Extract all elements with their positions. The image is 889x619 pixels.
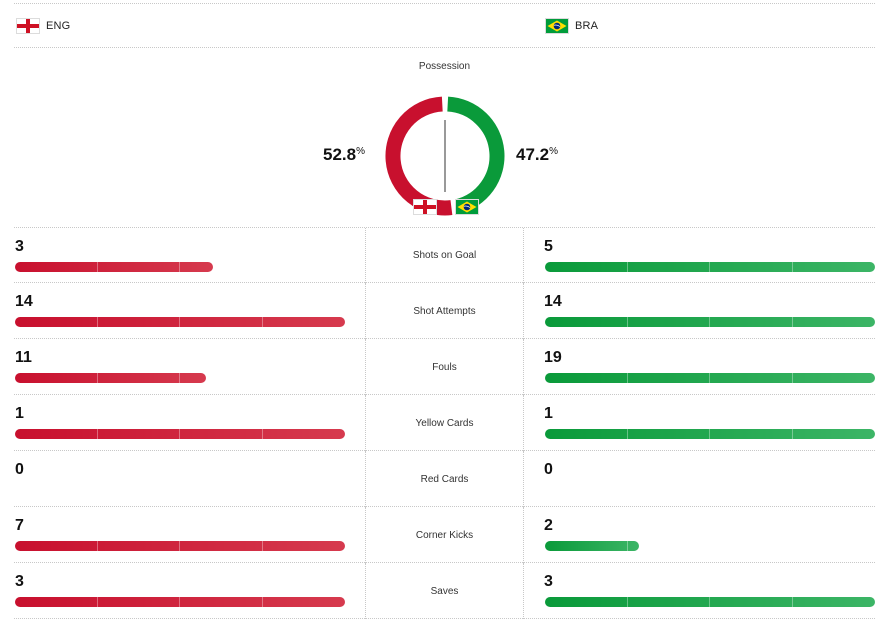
stat-away-bar [545, 373, 875, 383]
bar-segment-divider [179, 541, 180, 551]
bar-segment-divider [792, 262, 793, 272]
possession-home-value: 52.8% [323, 145, 365, 164]
bar-segment-divider [179, 429, 180, 439]
bar-segment-divider [709, 597, 710, 607]
stat-row: 0 Red Cards 0 [14, 451, 875, 507]
bar-segment-divider [262, 429, 263, 439]
stat-away-bar [545, 541, 639, 551]
stat-label: Corner Kicks [415, 529, 474, 541]
stat-home-value: 0 [15, 461, 24, 478]
bar-segment-divider [179, 262, 180, 272]
bar-segment-divider [262, 541, 263, 551]
possession-away-arc [447, 96, 505, 214]
stat-label-cell: Red Cards [365, 451, 524, 507]
stat-home-value: 11 [15, 349, 32, 366]
stat-away-value: 14 [544, 293, 562, 310]
bar-segment-divider [97, 597, 98, 607]
team-home-abbr: ENG [46, 20, 71, 32]
stat-row: 3 Saves 3 [14, 563, 875, 619]
england-flag-icon [16, 18, 40, 34]
brazil-flag-icon [455, 199, 479, 215]
stat-label-cell: Corner Kicks [365, 507, 524, 563]
stat-home-value: 7 [15, 517, 24, 534]
stat-home-bar [15, 262, 213, 272]
stat-label-cell: Shots on Goal [365, 228, 524, 283]
bar-segment-divider [709, 317, 710, 327]
bar-segment-divider [709, 262, 710, 272]
bar-segment-divider [262, 597, 263, 607]
stats-table: 3 Shots on Goal 5 14 Shot Attempts 14 11 Fouls 1… [14, 227, 875, 619]
stat-label-cell: Saves [365, 563, 524, 619]
bar-segment-divider [179, 373, 180, 383]
stat-away-bar [545, 262, 875, 272]
england-flag-icon [413, 199, 437, 215]
bar-segment-divider [627, 262, 628, 272]
stat-row: 1 Yellow Cards 1 [14, 395, 875, 451]
stat-home-value: 1 [15, 405, 24, 422]
stat-row: 7 Corner Kicks 2 [14, 507, 875, 563]
bar-segment-divider [627, 541, 628, 551]
brazil-flag-icon [545, 18, 569, 34]
possession-home-arc [385, 96, 453, 216]
stat-away-bar [545, 429, 875, 439]
bar-segment-divider [97, 541, 98, 551]
stat-away-value: 0 [544, 461, 553, 478]
stat-label-cell: Fouls [365, 339, 524, 395]
bar-segment-divider [792, 429, 793, 439]
bar-segment-divider [262, 317, 263, 327]
bar-segment-divider [709, 373, 710, 383]
stat-home-bar [15, 541, 345, 551]
top-divider [14, 3, 875, 4]
stat-label: Shot Attempts [413, 305, 476, 317]
bar-segment-divider [627, 373, 628, 383]
stat-away-value: 2 [544, 517, 553, 534]
stat-home-bar [15, 597, 345, 607]
stat-home-value: 3 [15, 238, 24, 255]
bar-segment-divider [179, 597, 180, 607]
bar-segment-divider [792, 317, 793, 327]
bar-segment-divider [97, 429, 98, 439]
stat-label: Shots on Goal [412, 250, 477, 261]
team-away-abbr: BRA [575, 20, 599, 32]
stat-label: Saves [430, 585, 459, 597]
bar-segment-divider [627, 429, 628, 439]
stat-label: Yellow Cards [415, 417, 474, 429]
stat-label: Fouls [432, 361, 457, 373]
possession-donut-chart [385, 96, 505, 216]
bar-segment-divider [627, 317, 628, 327]
stat-home-value: 14 [15, 293, 33, 310]
team-away[interactable]: BRA [545, 4, 598, 48]
stat-label-cell: Shot Attempts [365, 283, 524, 339]
possession-away-value: 47.2% [516, 145, 558, 164]
bar-segment-divider [792, 373, 793, 383]
stat-away-bar [545, 317, 875, 327]
teams-header: ENG BRA [14, 4, 875, 48]
stat-away-value: 3 [544, 573, 553, 590]
bar-segment-divider [792, 597, 793, 607]
bar-segment-divider [97, 262, 98, 272]
stat-away-value: 1 [544, 405, 553, 422]
bar-segment-divider [97, 317, 98, 327]
possession-title: Possession [418, 61, 471, 72]
bar-segment-divider [709, 429, 710, 439]
team-home[interactable]: ENG [16, 4, 70, 48]
bar-segment-divider [97, 373, 98, 383]
stat-away-bar [545, 597, 875, 607]
bar-segment-divider [627, 597, 628, 607]
stat-away-value: 5 [544, 238, 553, 255]
stat-row: 14 Shot Attempts 14 [14, 283, 875, 339]
stat-home-bar [15, 429, 345, 439]
possession-section: Possession 52.8% 47.2% [0, 48, 889, 228]
stat-row: 3 Shots on Goal 5 [14, 227, 875, 283]
stat-label-cell: Yellow Cards [365, 395, 524, 451]
bar-segment-divider [179, 317, 180, 327]
stat-row: 11 Fouls 19 [14, 339, 875, 395]
stat-away-value: 19 [544, 349, 562, 366]
stat-home-bar [15, 317, 345, 327]
stat-home-bar [15, 373, 206, 383]
stat-label: Red Cards [420, 473, 469, 485]
stat-home-value: 3 [15, 573, 24, 590]
